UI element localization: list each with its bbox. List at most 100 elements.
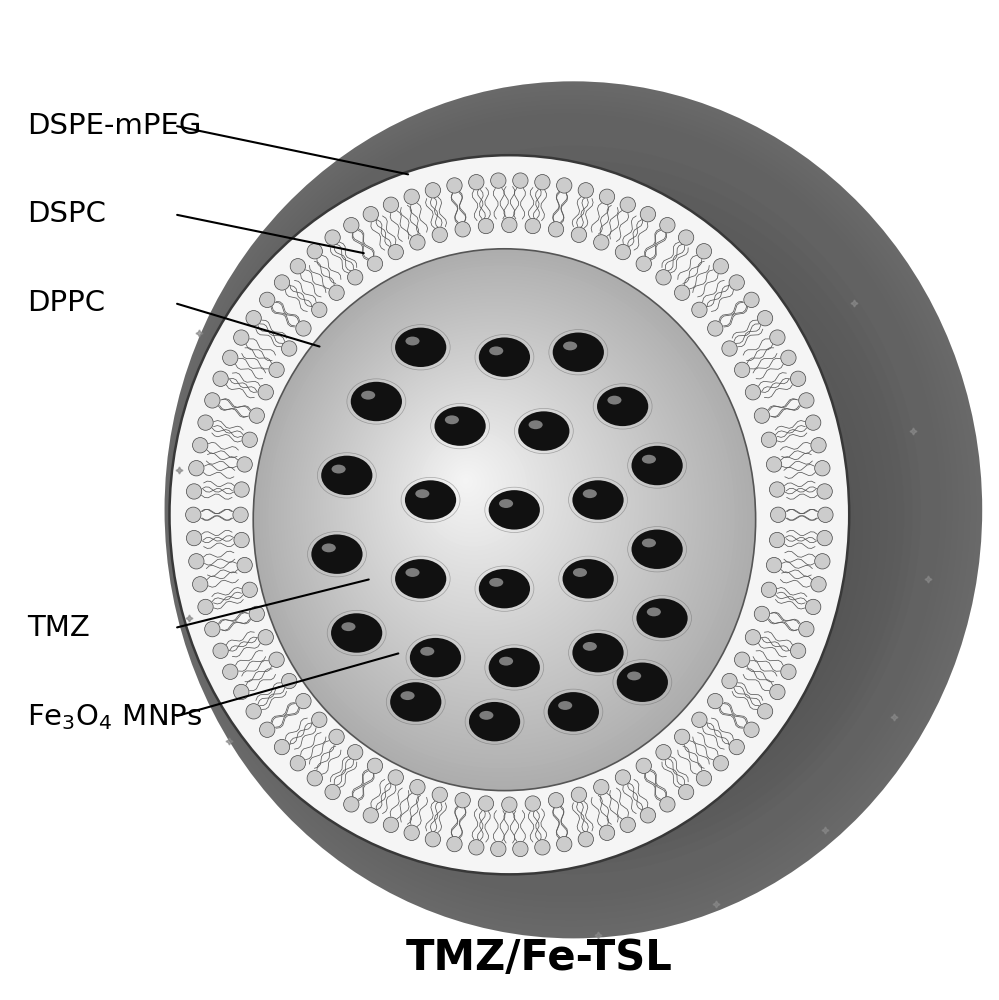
Ellipse shape <box>405 480 457 520</box>
Ellipse shape <box>500 446 510 457</box>
Circle shape <box>368 758 383 773</box>
Circle shape <box>814 554 830 569</box>
Ellipse shape <box>399 408 556 578</box>
Circle shape <box>269 652 285 667</box>
Ellipse shape <box>203 123 928 884</box>
Ellipse shape <box>363 368 606 631</box>
Circle shape <box>729 739 744 755</box>
Ellipse shape <box>173 91 970 926</box>
Ellipse shape <box>642 539 656 547</box>
Ellipse shape <box>286 205 888 836</box>
Ellipse shape <box>467 409 558 506</box>
Ellipse shape <box>479 337 530 377</box>
Ellipse shape <box>372 378 593 618</box>
Ellipse shape <box>338 341 639 666</box>
Ellipse shape <box>269 265 735 768</box>
Circle shape <box>805 415 821 430</box>
Circle shape <box>233 507 248 522</box>
Ellipse shape <box>437 377 600 548</box>
Circle shape <box>447 178 463 193</box>
Circle shape <box>745 385 760 400</box>
Ellipse shape <box>229 151 893 847</box>
Ellipse shape <box>284 282 714 746</box>
Circle shape <box>388 244 404 260</box>
Ellipse shape <box>408 417 543 565</box>
Ellipse shape <box>384 391 577 600</box>
Ellipse shape <box>302 302 689 720</box>
Ellipse shape <box>256 175 904 855</box>
Ellipse shape <box>266 262 739 773</box>
Ellipse shape <box>447 460 490 507</box>
Ellipse shape <box>272 269 730 764</box>
Ellipse shape <box>449 367 796 731</box>
Ellipse shape <box>224 146 898 853</box>
Circle shape <box>329 285 345 300</box>
Ellipse shape <box>484 428 534 481</box>
Circle shape <box>249 606 265 622</box>
Ellipse shape <box>169 86 976 932</box>
Circle shape <box>198 415 213 430</box>
Ellipse shape <box>241 164 875 829</box>
Ellipse shape <box>350 355 622 649</box>
Circle shape <box>744 722 759 737</box>
Circle shape <box>223 664 238 679</box>
Ellipse shape <box>616 663 668 702</box>
Ellipse shape <box>326 257 755 707</box>
Ellipse shape <box>523 441 755 684</box>
Ellipse shape <box>403 340 647 597</box>
Ellipse shape <box>490 346 503 355</box>
Ellipse shape <box>390 326 665 615</box>
Circle shape <box>368 256 383 271</box>
Ellipse shape <box>642 559 688 608</box>
Circle shape <box>329 729 345 745</box>
Circle shape <box>636 256 651 271</box>
Ellipse shape <box>395 559 447 599</box>
Circle shape <box>798 621 814 637</box>
Circle shape <box>447 836 463 852</box>
Ellipse shape <box>464 382 788 722</box>
Circle shape <box>189 554 204 569</box>
Ellipse shape <box>360 279 846 788</box>
Ellipse shape <box>582 489 596 498</box>
Ellipse shape <box>636 599 687 638</box>
Circle shape <box>615 770 630 785</box>
Ellipse shape <box>263 188 845 798</box>
Ellipse shape <box>317 318 668 698</box>
Ellipse shape <box>360 294 707 658</box>
Circle shape <box>578 832 593 847</box>
Circle shape <box>237 557 253 573</box>
Circle shape <box>193 438 208 453</box>
Ellipse shape <box>165 81 982 938</box>
Ellipse shape <box>309 238 779 731</box>
Ellipse shape <box>250 174 863 816</box>
Circle shape <box>307 771 323 786</box>
Circle shape <box>548 222 563 237</box>
Circle shape <box>578 183 593 198</box>
Circle shape <box>234 330 249 345</box>
Circle shape <box>556 178 571 193</box>
Ellipse shape <box>433 372 606 554</box>
Ellipse shape <box>458 400 570 518</box>
Ellipse shape <box>411 421 539 560</box>
Circle shape <box>754 606 769 622</box>
Ellipse shape <box>281 279 718 751</box>
Ellipse shape <box>344 348 631 658</box>
Circle shape <box>805 599 821 615</box>
Circle shape <box>761 432 776 447</box>
Circle shape <box>404 825 420 840</box>
Ellipse shape <box>369 374 597 622</box>
Circle shape <box>781 664 796 679</box>
Ellipse shape <box>254 178 857 810</box>
Text: Fe$_3$O$_4$ MNPs: Fe$_3$O$_4$ MNPs <box>27 702 202 732</box>
Circle shape <box>205 621 220 637</box>
Circle shape <box>766 557 782 573</box>
Ellipse shape <box>411 349 635 585</box>
Circle shape <box>707 693 723 709</box>
Circle shape <box>344 218 359 233</box>
Ellipse shape <box>395 328 447 367</box>
Circle shape <box>246 704 262 719</box>
Circle shape <box>234 684 249 700</box>
Ellipse shape <box>450 391 582 530</box>
Ellipse shape <box>170 155 849 874</box>
Ellipse shape <box>257 252 751 786</box>
